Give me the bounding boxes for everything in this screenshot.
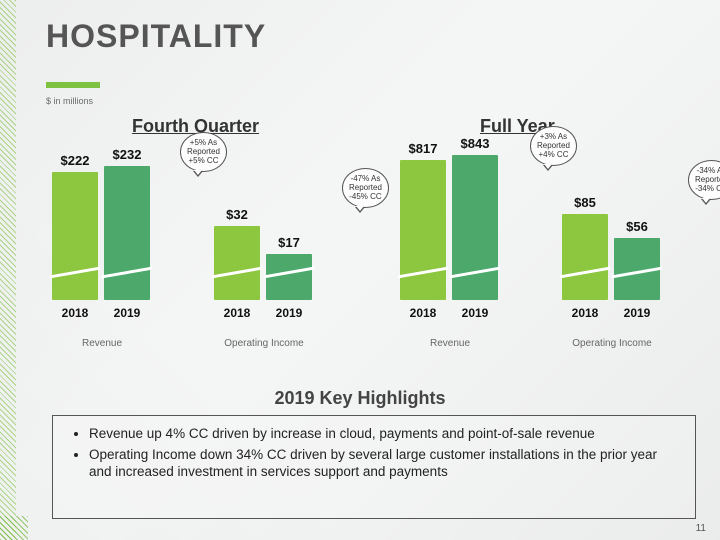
bar-value-label: $222 — [61, 153, 90, 168]
bar-rect — [562, 214, 608, 300]
bar-value-label: $85 — [574, 195, 596, 210]
bar-year-label: 2019 — [276, 306, 303, 320]
metric-label-q4_rev: Revenue — [52, 338, 152, 349]
highlight-bullet: Revenue up 4% CC driven by increase in c… — [89, 425, 683, 443]
decor-hatch-corner — [0, 516, 28, 540]
bar-value-label: $32 — [226, 207, 248, 222]
bar-group-q4_oi: $32 2018 $17 2019 — [214, 207, 312, 320]
bar-value-label: $17 — [278, 235, 300, 250]
currency-note: $ in millions — [46, 96, 93, 106]
highlights-title: 2019 Key Highlights — [0, 388, 720, 409]
bar-fy_rev-2019: $843 2019 — [452, 136, 498, 320]
bar-year-label: 2018 — [224, 306, 251, 320]
metric-label-fy_oi: Operating Income — [562, 338, 662, 349]
callout-q4_rev: +5% AsReported+5% CC — [180, 132, 227, 172]
bar-year-label: 2019 — [462, 306, 489, 320]
bar-q4_oi-2018: $32 2018 — [214, 207, 260, 320]
bar-rect — [266, 254, 312, 300]
bar-fy_oi-2018: $85 2018 — [562, 195, 608, 320]
metric-label-fy_rev: Revenue — [400, 338, 500, 349]
bar-group-fy_rev: $817 2018 $843 2019 — [400, 136, 498, 320]
bar-value-label: $817 — [409, 141, 438, 156]
bar-value-label: $843 — [461, 136, 490, 151]
bar-fy_oi-2019: $56 2019 — [614, 219, 660, 320]
bar-value-label: $56 — [626, 219, 648, 234]
bar-year-label: 2018 — [62, 306, 89, 320]
bar-year-label: 2018 — [572, 306, 599, 320]
bar-rect — [52, 172, 98, 300]
highlights-box: Revenue up 4% CC driven by increase in c… — [52, 415, 696, 519]
bar-charts: $2222018$2322019Revenue+5% AsReported+5%… — [40, 150, 690, 350]
metric-label-q4_oi: Operating Income — [214, 338, 314, 349]
bar-fy_rev-2018: $817 2018 — [400, 141, 446, 320]
bar-q4_rev-2018: $222 2018 — [52, 153, 98, 320]
accent-bar — [46, 82, 100, 88]
bar-q4_oi-2019: $17 2019 — [266, 235, 312, 320]
page-title: HOSPITALITY — [46, 18, 266, 55]
bar-year-label: 2018 — [410, 306, 437, 320]
bar-rect — [452, 155, 498, 300]
bar-group-q4_rev: $222 2018 $232 2019 — [52, 147, 150, 320]
bar-value-label: $232 — [113, 147, 142, 162]
bar-year-label: 2019 — [114, 306, 141, 320]
bar-group-fy_oi: $85 2018 $56 2019 — [562, 195, 660, 320]
bar-year-label: 2019 — [624, 306, 651, 320]
decor-hatch-left — [0, 0, 16, 540]
callout-q4_oi: -47% AsReported-45% CC — [342, 168, 389, 208]
bar-q4_rev-2019: $232 2019 — [104, 147, 150, 320]
bar-rect — [104, 166, 150, 300]
bar-rect — [614, 238, 660, 300]
page-number: 11 — [696, 523, 706, 534]
bar-rect — [214, 226, 260, 300]
callout-fy_rev: +3% AsReported+4% CC — [530, 126, 577, 166]
bar-rect — [400, 160, 446, 300]
highlight-bullet: Operating Income down 34% CC driven by s… — [89, 446, 683, 481]
